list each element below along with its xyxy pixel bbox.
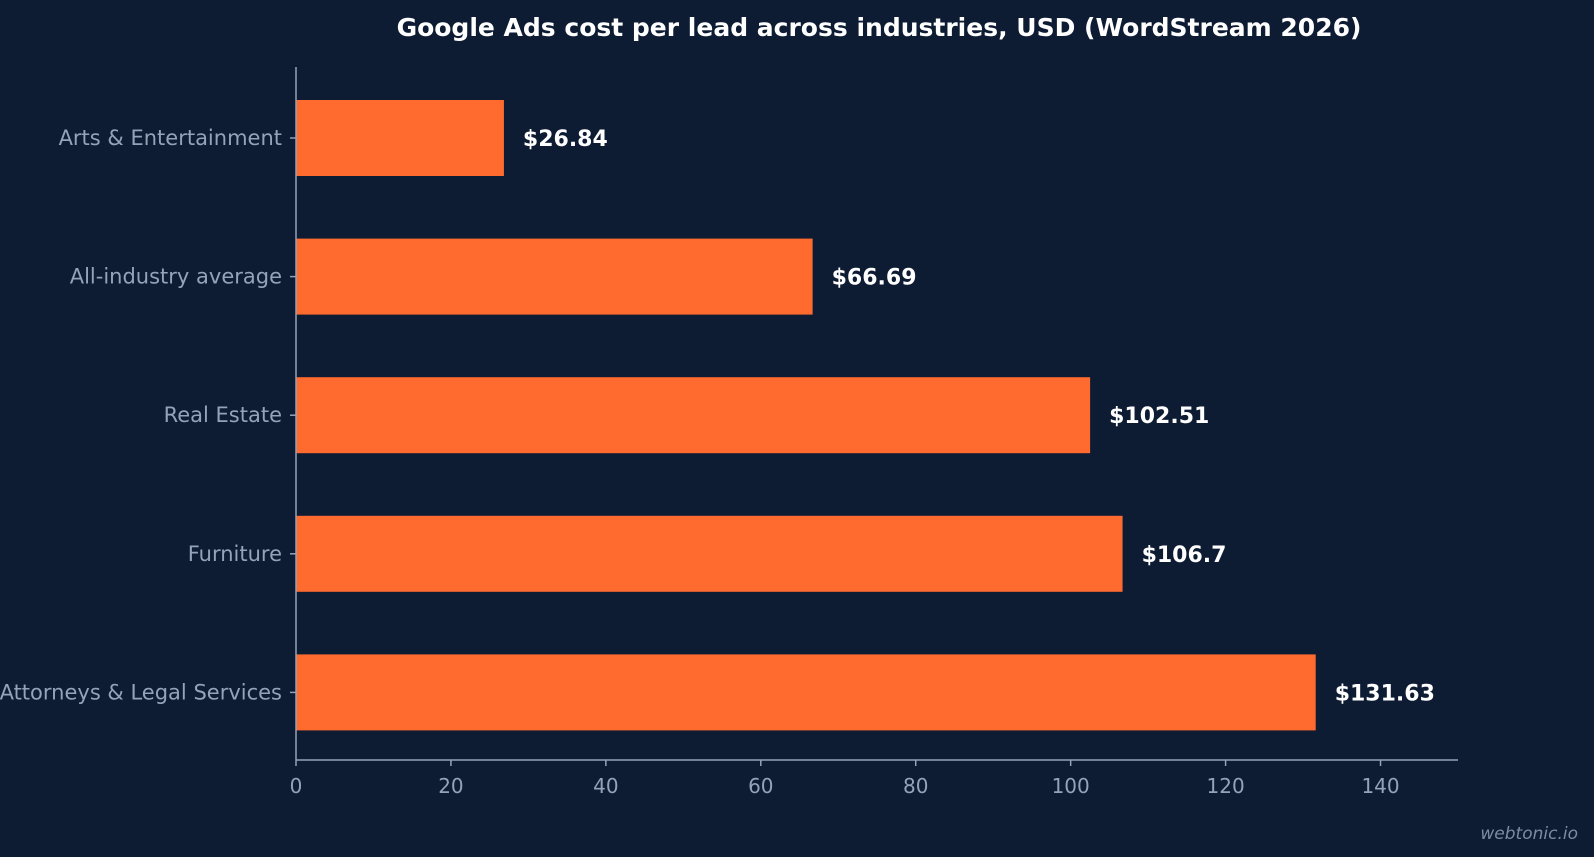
axes-layer: Arts & Entertainment All-industry average… — [0, 67, 1458, 798]
x-tick-label-140: 140 — [1361, 774, 1399, 798]
bars-layer: $26.84 $66.69 $102.51 $106.7 $131.63 — [296, 100, 1435, 731]
y-tick-label-furniture: Furniture — [188, 542, 282, 566]
x-tick-label-100: 100 — [1052, 774, 1090, 798]
bar-furniture — [296, 515, 1123, 592]
x-tick-label-20: 20 — [438, 774, 463, 798]
x-tick-label-60: 60 — [748, 774, 773, 798]
value-label-real-estate: $102.51 — [1109, 404, 1209, 429]
x-tick-label-40: 40 — [593, 774, 618, 798]
bar-arts-and-entertainment — [296, 100, 504, 176]
y-tick-label-arts-and-entertainment: Arts & Entertainment — [59, 126, 282, 150]
bar-all-industry-average — [296, 238, 813, 315]
y-tick-label-all-industry-average: All-industry average — [70, 265, 282, 289]
value-label-attorneys-and-legal-services: $131.63 — [1335, 681, 1435, 706]
value-label-arts-and-entertainment: $26.84 — [523, 127, 608, 152]
x-tick-label-80: 80 — [903, 774, 928, 798]
value-label-all-industry-average: $66.69 — [832, 266, 917, 291]
bar-attorneys-and-legal-services — [296, 654, 1316, 731]
y-tick-label-real-estate: Real Estate — [164, 403, 282, 427]
x-tick-label-120: 120 — [1207, 774, 1245, 798]
y-tick-label-attorneys-and-legal-services: Attorneys & Legal Services — [0, 680, 282, 704]
chart-title: Google Ads cost per lead across industri… — [397, 13, 1362, 42]
value-label-furniture: $106.7 — [1142, 543, 1227, 568]
bar-real-estate — [296, 377, 1091, 454]
x-tick-label-0: 0 — [290, 774, 303, 798]
watermark-text: webtonic.io — [1480, 824, 1578, 844]
